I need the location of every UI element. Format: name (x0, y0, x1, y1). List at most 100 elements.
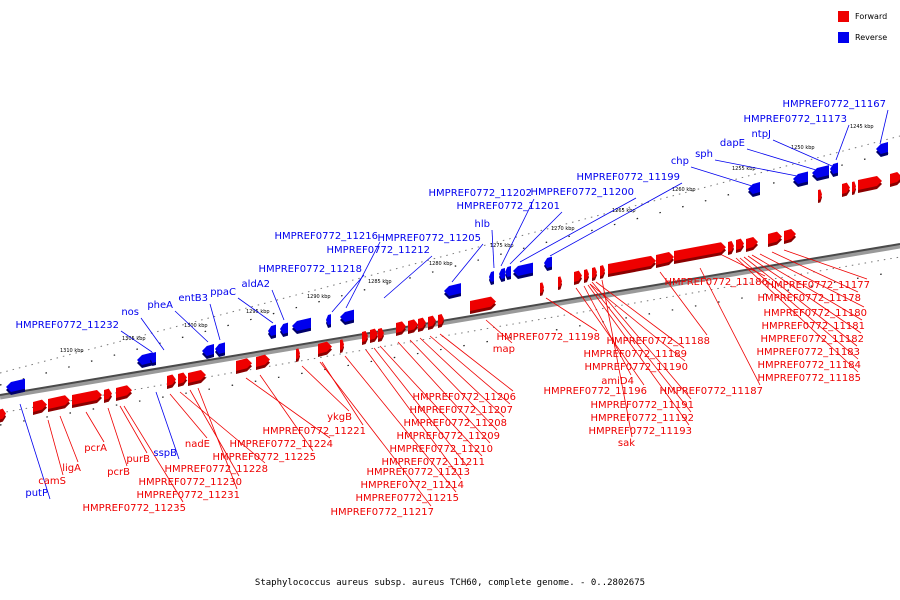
tick-label: 1260 kbp (672, 187, 696, 193)
forward-gene-arrow (48, 395, 70, 409)
reverse-gene-arrow (444, 283, 461, 296)
forward-leader-line (85, 411, 105, 443)
reverse-leader-line (120, 330, 153, 353)
forward-gene-arrow (256, 354, 270, 367)
forward-leader-line (59, 415, 79, 463)
reverse-gene-label: HMPREF0772_11200 (531, 187, 634, 198)
forward-leader-line (373, 347, 468, 467)
forward-leader-line (545, 297, 598, 332)
forward-leader-line (659, 271, 708, 336)
forward-gene-arrow (0, 408, 6, 420)
forward-leader-line (739, 257, 859, 360)
forward-gene-label: HMPREF0772_11177 (767, 280, 870, 291)
forward-leader-line (419, 337, 505, 418)
forward-leader-line (107, 407, 128, 467)
forward-leader-line (119, 405, 148, 454)
reverse-leader-line (835, 124, 850, 161)
forward-gene-arrow (842, 182, 850, 194)
forward-leader-line (743, 256, 858, 347)
forward-swatch (838, 10, 849, 22)
forward-gene-arrow (396, 321, 406, 333)
forward-leader-line (409, 339, 498, 431)
forward-gene-arrow (296, 348, 300, 359)
reverse-leader-line (155, 391, 180, 460)
reverse-gene-label: HMPREF0772_11199 (577, 172, 680, 183)
reverse-leader-line (714, 159, 798, 177)
forward-gene-arrow (378, 327, 384, 339)
reverse-gene-arrow (280, 322, 288, 334)
track-guides (0, 135, 900, 426)
forward-gene-label: HMPREF0772_11191 (591, 400, 694, 411)
reverse-leader-line (345, 241, 381, 309)
reverse-gene-arrow (876, 141, 888, 154)
reverse-leader-line (690, 166, 753, 187)
forward-track-guide (0, 256, 900, 414)
forward-leader-line (719, 253, 766, 277)
forward-gene-label: HMPREF0772_11193 (589, 426, 692, 437)
reverse-leader-line (549, 182, 683, 257)
forward-gene-arrow (178, 372, 187, 384)
forward-gene-arrow (418, 317, 426, 329)
reverse-gene-arrow (150, 351, 156, 363)
legend-forward-label: Forward (855, 11, 888, 21)
forward-leader-line (321, 361, 364, 426)
forward-gene-arrow (584, 269, 589, 280)
reverse-gene-label: HMPREF0772_11205 (378, 233, 481, 244)
legend-reverse-label: Reverse (855, 32, 888, 42)
forward-leader-line (771, 251, 859, 293)
forward-gene-label: HMPREF0772_11180 (764, 308, 867, 319)
reverse-gene-label: hlb (475, 219, 490, 230)
reverse-leader-line (174, 310, 209, 343)
reverse-leader-line (19, 403, 51, 500)
reverse-gene-label: putP (25, 488, 48, 499)
reverse-gene-arrow (202, 343, 214, 356)
reverse-gene-label: ntpJ (751, 129, 771, 140)
forward-gene-arrow (558, 276, 562, 287)
forward-leader-line (301, 365, 350, 412)
forward-leader-line (47, 419, 64, 476)
legend-reverse: Reverse (838, 30, 887, 44)
reverse-gene-label: aldA2 (242, 279, 270, 290)
reverse-gene-arrow (137, 352, 153, 365)
reverse-gene-label: HMPREF0772_11216 (275, 231, 378, 242)
legend-forward: Forward (838, 9, 887, 23)
forward-leader-line (485, 319, 513, 344)
forward-gene-label: HMPREF0772_11198 (497, 332, 600, 343)
forward-gene-arrow (340, 339, 344, 350)
forward-gene-arrow (768, 231, 782, 244)
reverse-gene-arrow (748, 181, 760, 194)
reverse-gene-label: dapE (720, 138, 745, 149)
reverse-leader-line (237, 297, 274, 324)
reverse-leader-line (383, 255, 433, 299)
forward-leader-line (575, 287, 645, 386)
forward-gene-label: HMPREF0772_11178 (758, 293, 861, 304)
forward-gene-label: HMPREF0772_11187 (660, 386, 763, 397)
forward-gene-arrow (574, 270, 582, 282)
forward-leader-line (365, 349, 462, 480)
reverse-gene-arrow (505, 265, 511, 277)
reverse-gene-label: sph (695, 149, 713, 160)
forward-leader-line (699, 267, 761, 386)
forward-gene-label: HMPREF0772_11190 (585, 362, 688, 373)
forward-gene-label: HMPREF0772_11185 (758, 373, 861, 384)
forward-gene-arrow (362, 330, 368, 342)
forward-gene-arrow (318, 341, 332, 354)
forward-gene-label: HMPREF0772_11231 (137, 490, 240, 501)
forward-leader-line (759, 253, 865, 308)
reverse-leader-line (879, 109, 889, 145)
forward-leader-line (123, 405, 184, 503)
reverse-gene-arrow (326, 314, 331, 325)
forward-gene-arrow (188, 369, 206, 383)
forward-gene-label: map (493, 344, 515, 355)
forward-gene-arrow (33, 399, 47, 412)
forward-gene-label: HMPREF0772_11224 (230, 439, 333, 450)
forward-leader-line (589, 283, 686, 362)
reverse-gene-label: HMPREF0772_11212 (327, 245, 430, 256)
forward-gene-label: HMPREF0772_11210 (390, 444, 493, 455)
forward-gene-label: HMPREF0772_11225 (213, 452, 316, 463)
forward-gene-arrow (167, 374, 176, 386)
forward-gene-arrow (728, 240, 734, 252)
tick-label: 1285 kbp (368, 279, 392, 285)
reverse-leader-line (331, 274, 365, 313)
